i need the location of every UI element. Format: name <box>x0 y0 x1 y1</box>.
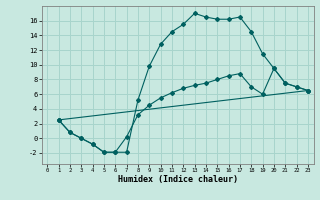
X-axis label: Humidex (Indice chaleur): Humidex (Indice chaleur) <box>118 175 237 184</box>
